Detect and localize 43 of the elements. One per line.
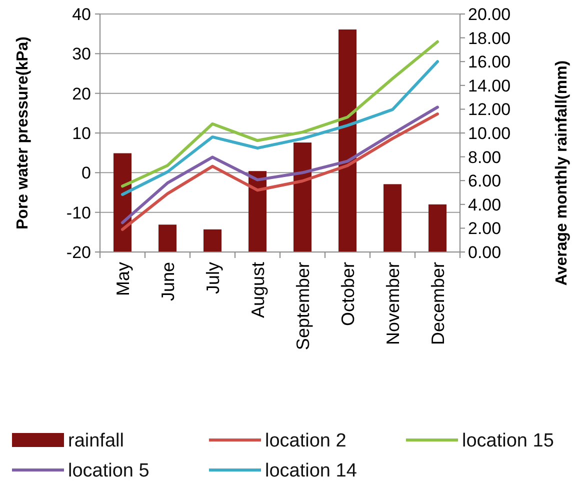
x-tick-label: November — [382, 262, 403, 346]
bar — [114, 153, 132, 252]
y2-tick-label: 20.00 — [468, 4, 511, 24]
x-tick-label: September — [292, 262, 313, 350]
legend-label: location 14 — [265, 460, 358, 482]
y2-axis-title: Average monthly rainfall(mm) — [554, 60, 571, 286]
y2-tick-label: 2.00 — [468, 219, 502, 238]
x-tick-label: May — [112, 262, 133, 296]
y2-tick-label: 6.00 — [468, 172, 502, 191]
y-axis-title: Pore water pressure(kPa) — [14, 36, 32, 230]
y-tick-label: 0 — [82, 164, 91, 183]
line-series — [121, 60, 439, 196]
y2-tick-label: 10.00 — [468, 124, 511, 143]
bar — [204, 229, 222, 252]
y2-tick-label: 8.00 — [468, 148, 502, 167]
y-tick-label: -10 — [66, 203, 91, 222]
y2-tick-label: 0.00 — [468, 242, 502, 262]
x-tick-label: August — [248, 262, 268, 318]
x-tick-label: July — [202, 262, 223, 294]
y2-tick-label: 16.00 — [468, 52, 511, 72]
bar — [294, 142, 312, 252]
y-tick-label: 10 — [72, 124, 91, 143]
y2-tick-label: 14.00 — [468, 76, 511, 96]
y2-tick-label: 4.00 — [468, 195, 502, 214]
bar — [384, 184, 402, 252]
y-tick-label: 30 — [72, 44, 91, 64]
line-series — [121, 40, 439, 188]
legend-label: location 5 — [68, 460, 150, 482]
legend-label: location 15 — [462, 430, 554, 452]
y-tick-label: -20 — [66, 242, 91, 262]
bar — [248, 171, 266, 252]
legend-label: location 2 — [265, 430, 346, 452]
bar — [338, 29, 356, 252]
y-tick-label: 40 — [72, 4, 91, 24]
x-tick-label: October — [338, 262, 358, 326]
x-tick-label: December — [428, 262, 448, 346]
bar — [158, 224, 176, 252]
y-tick-label: 20 — [72, 84, 91, 104]
y2-tick-label: 12.00 — [468, 100, 511, 120]
legend-label: rainfall — [68, 430, 124, 452]
x-tick-label: June — [158, 262, 178, 302]
y2-tick-label: 18.00 — [468, 28, 511, 48]
bar — [428, 204, 446, 252]
